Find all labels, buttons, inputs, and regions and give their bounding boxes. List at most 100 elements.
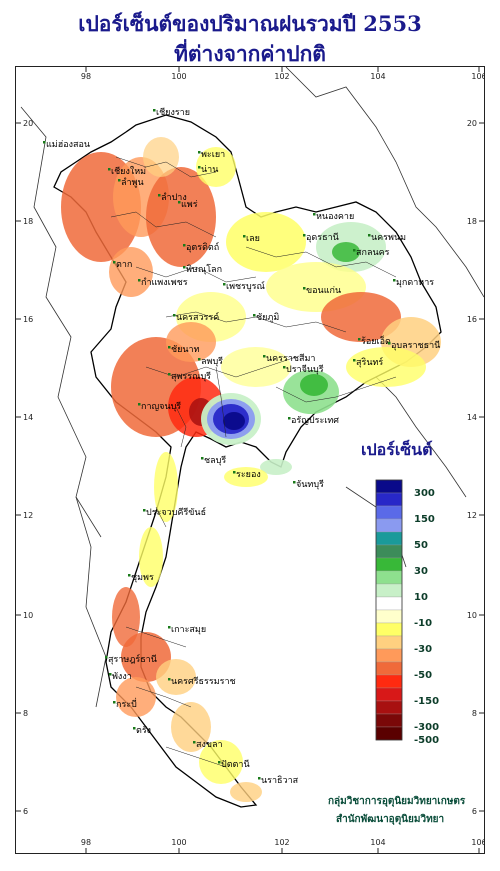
province-label: พิษณุโลก — [186, 264, 222, 275]
station-marker — [288, 417, 291, 420]
province-label: ลำปาง — [161, 192, 187, 203]
province-label: สกลนคร — [356, 248, 390, 258]
lat-tick-label-left: 6 — [23, 807, 28, 816]
province-label: สุพรรณบุรี — [171, 371, 211, 382]
province-label: เชียงราย — [156, 107, 190, 118]
legend-swatch — [375, 583, 403, 598]
station-marker — [113, 701, 116, 704]
legend-label: 150 — [414, 514, 435, 525]
station-marker — [158, 194, 161, 197]
legend-swatch — [375, 596, 403, 611]
province-label: พังงา — [112, 672, 132, 682]
province-label: ปัตตานี — [221, 759, 250, 770]
legend-title: เปอร์เซ็นต์ — [361, 438, 432, 459]
province-label: สงขลา — [196, 740, 223, 750]
map-frame: 9898100100102102104104106106202018181616… — [15, 66, 485, 854]
province-label: กำแพงเพชร — [141, 277, 188, 288]
legend-swatch — [375, 726, 403, 741]
station-marker — [193, 741, 196, 744]
legend: เปอร์เซ็นต์ 300 150 50 30 10 -10 -30 -50 -150 -30… — [361, 438, 439, 746]
province-label: อุบลราชธานี — [391, 340, 440, 351]
legend-swatch — [375, 505, 403, 520]
lon-tick-label-top: 100 — [171, 72, 186, 81]
province-label: นราธิวาส — [261, 775, 299, 786]
province-label: ชลบุรี — [204, 455, 226, 466]
province-label: ลำพูน — [121, 177, 144, 188]
legend-swatch — [375, 518, 403, 533]
station-marker — [183, 244, 186, 247]
province-label: เกาะสมุย — [171, 625, 206, 635]
station-marker — [303, 287, 306, 290]
station-marker — [143, 509, 146, 512]
province-label: อุดรธานี — [306, 232, 339, 243]
province-label: ร้อยเอ็ด — [361, 334, 391, 347]
station-marker — [183, 266, 186, 269]
station-marker — [388, 342, 391, 345]
station-marker — [393, 279, 396, 282]
station-marker — [253, 314, 256, 317]
legend-swatch — [375, 648, 403, 663]
station-marker — [118, 179, 121, 182]
station-marker — [233, 471, 236, 474]
legend-swatch — [375, 635, 403, 650]
province-label: ตาก — [116, 260, 132, 270]
station-marker — [303, 234, 306, 237]
lat-tick-label-right: 14 — [467, 413, 477, 422]
legend-swatch — [375, 713, 403, 728]
station-marker — [168, 346, 171, 349]
province-label: ระยอง — [236, 470, 261, 480]
province-label: มุกดาหาร — [396, 278, 434, 288]
lat-tick-label-left: 10 — [23, 611, 33, 620]
graticule: 9898100100102102104104106106202018181616… — [16, 67, 484, 853]
station-marker — [258, 777, 261, 780]
legend-swatch — [375, 687, 403, 702]
province-label: ลพบุรี — [201, 356, 223, 367]
station-marker — [153, 109, 156, 112]
legend-label: 10 — [414, 592, 428, 603]
legend-swatch — [375, 674, 403, 689]
station-marker — [109, 673, 112, 676]
map-title: เปอร์เซ็นต์ของปริมาณฝนรวมปี 2553 — [78, 11, 422, 36]
legend-label: -300 — [414, 722, 439, 733]
legend-label: 50 — [414, 540, 428, 551]
map-subtitle: ที่ต่างจากค่าปกติ — [174, 41, 326, 66]
credit-line-1: กลุ่มวิชาการอุตุนิยมวิทยาเกษตร — [328, 795, 466, 807]
legend-label: -30 — [414, 644, 432, 655]
province-label: แพร่ — [181, 200, 198, 210]
province-label: กาญจนบุรี — [141, 401, 181, 412]
province-label: ชุมพร — [131, 573, 154, 583]
lat-tick-label-left: 12 — [23, 511, 33, 520]
lat-tick-label-left: 16 — [23, 315, 33, 324]
lon-tick-label-top: 98 — [81, 72, 91, 81]
legend-border — [375, 479, 403, 741]
legend-label: -500 — [414, 735, 439, 746]
station-marker — [223, 283, 226, 286]
legend-swatch — [375, 557, 403, 572]
station-marker — [168, 626, 171, 629]
province-label: นครราชสีมา — [266, 353, 315, 364]
legend-swatch — [375, 661, 403, 676]
station-marker — [368, 234, 371, 237]
lon-tick-label-bottom: 100 — [171, 838, 186, 847]
province-label: พะเยา — [201, 150, 225, 160]
legend-swatch — [375, 492, 403, 507]
province-label: เพชรบูรณ์ — [226, 280, 265, 292]
province-label: นครพนม — [371, 233, 406, 243]
province-label: อรัญประเทศ — [291, 416, 339, 426]
station-marker — [243, 235, 246, 238]
lat-tick-label-right: 12 — [467, 511, 477, 520]
legend-label: 30 — [414, 566, 428, 577]
station-marker — [108, 168, 111, 171]
legend-swatch — [375, 570, 403, 585]
province-label: สุราษฎร์ธานี — [108, 653, 157, 665]
legend-swatch — [375, 544, 403, 559]
station-marker — [198, 166, 201, 169]
province-label: แม่ฮ่องสอน — [46, 140, 90, 150]
province-label: เลย — [246, 234, 260, 244]
province-label: เชียงใหม่ — [111, 166, 146, 177]
province-label: นครศรีธรรมราช — [171, 676, 236, 687]
station-marker — [138, 279, 141, 282]
lat-tick-label-left: 14 — [23, 413, 33, 422]
credit-line-2: สำนักพัฒนาอุตุนิยมวิทยา — [336, 813, 444, 825]
